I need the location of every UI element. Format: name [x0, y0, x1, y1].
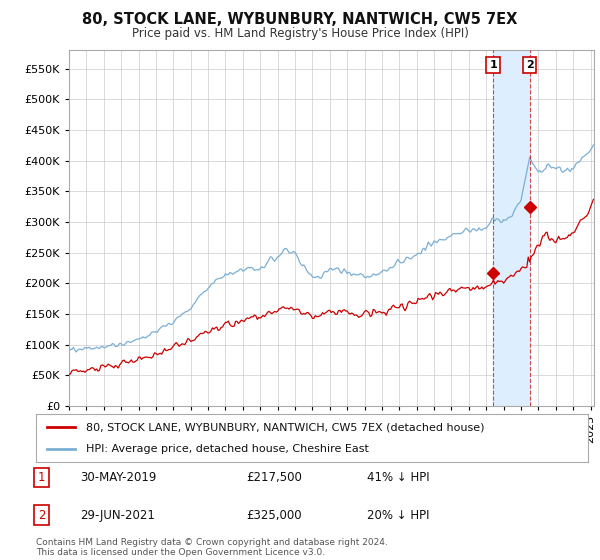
- Text: Price paid vs. HM Land Registry's House Price Index (HPI): Price paid vs. HM Land Registry's House …: [131, 27, 469, 40]
- Text: 29-JUN-2021: 29-JUN-2021: [80, 508, 155, 522]
- Text: 41% ↓ HPI: 41% ↓ HPI: [367, 471, 430, 484]
- Text: 80, STOCK LANE, WYBUNBURY, NANTWICH, CW5 7EX (detached house): 80, STOCK LANE, WYBUNBURY, NANTWICH, CW5…: [86, 422, 484, 432]
- Text: £325,000: £325,000: [246, 508, 301, 522]
- Text: 1: 1: [490, 60, 497, 71]
- Text: 20% ↓ HPI: 20% ↓ HPI: [367, 508, 430, 522]
- Text: Contains HM Land Registry data © Crown copyright and database right 2024.
This d: Contains HM Land Registry data © Crown c…: [36, 538, 388, 557]
- Text: 30-MAY-2019: 30-MAY-2019: [80, 471, 157, 484]
- Text: 2: 2: [38, 508, 45, 522]
- Text: 1: 1: [38, 471, 45, 484]
- Text: 2: 2: [526, 60, 533, 71]
- Text: 80, STOCK LANE, WYBUNBURY, NANTWICH, CW5 7EX: 80, STOCK LANE, WYBUNBURY, NANTWICH, CW5…: [82, 12, 518, 27]
- Text: HPI: Average price, detached house, Cheshire East: HPI: Average price, detached house, Ches…: [86, 444, 368, 454]
- Bar: [493, 50, 530, 406]
- Text: £217,500: £217,500: [246, 471, 302, 484]
